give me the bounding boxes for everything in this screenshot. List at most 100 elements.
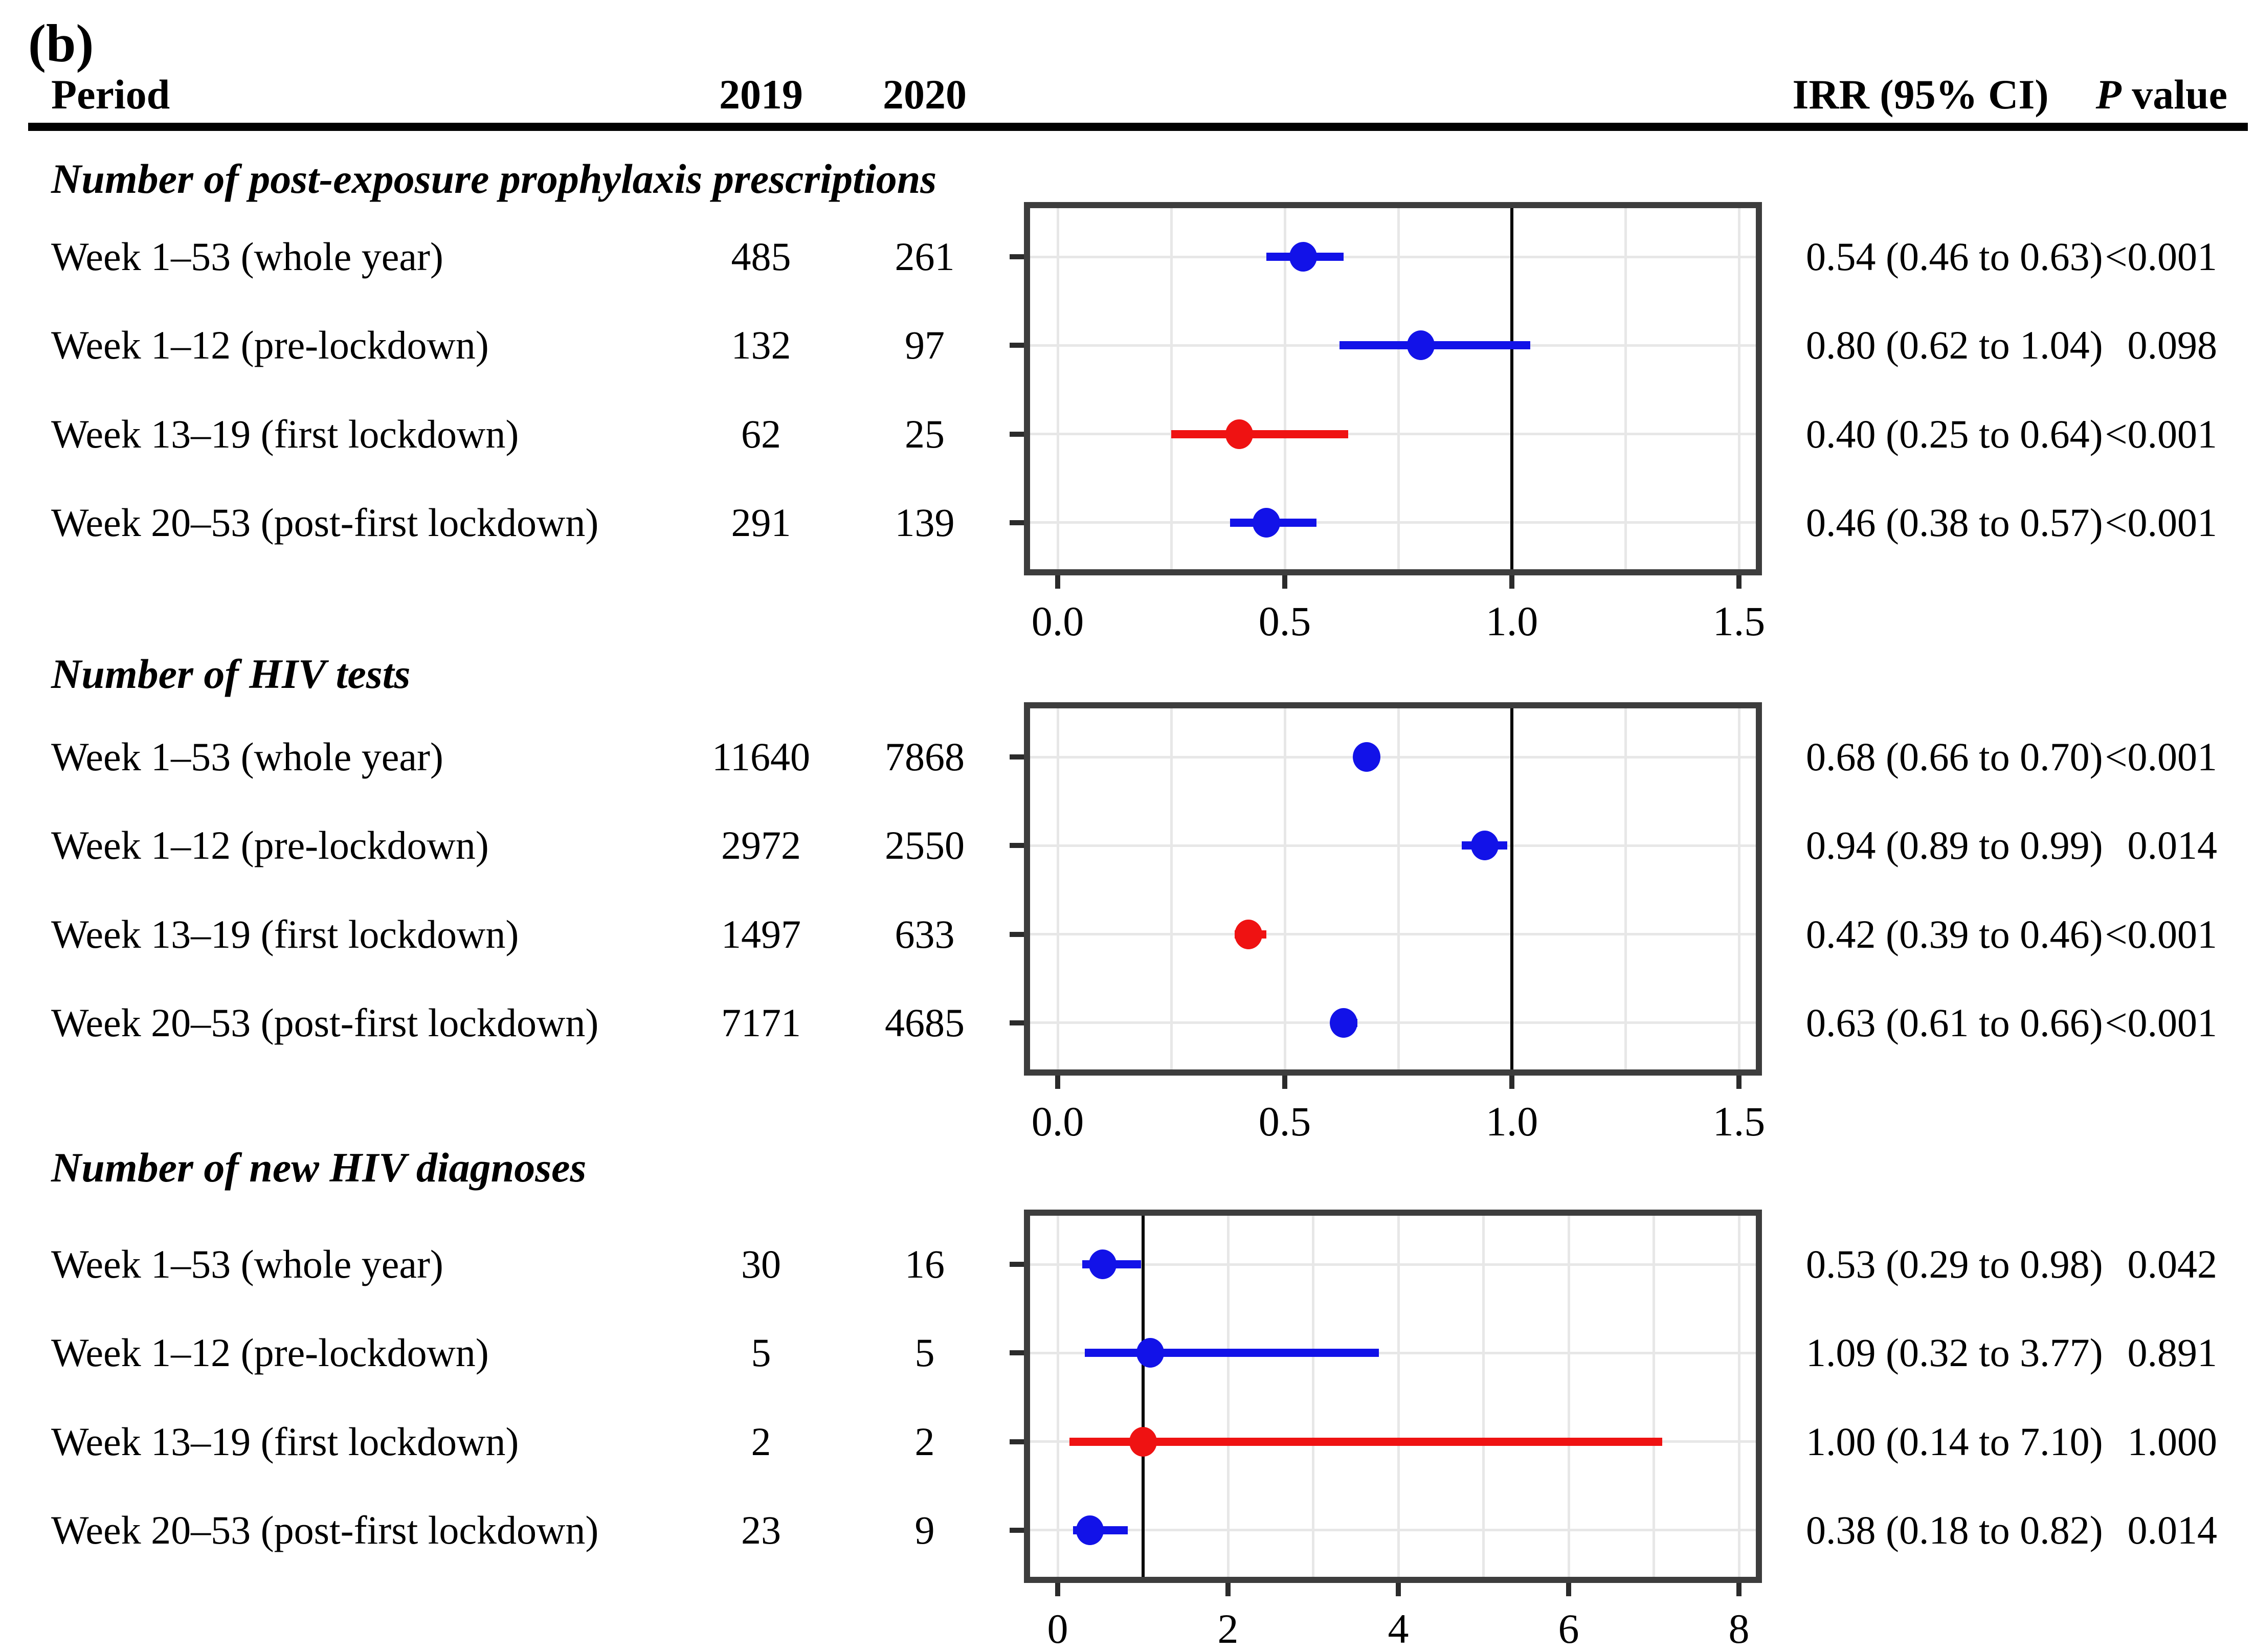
plot-border xyxy=(1024,1210,1762,1583)
row-2020-value: 4685 xyxy=(885,1000,965,1045)
row-tick xyxy=(1010,254,1024,259)
row-tick xyxy=(1010,1350,1024,1356)
h-gridline xyxy=(1030,1529,1756,1532)
v-gridline xyxy=(1056,708,1059,1069)
row-2020-value: 16 xyxy=(905,1242,945,1286)
v-gridline xyxy=(1312,1216,1314,1577)
figure-label: (b) xyxy=(28,13,94,73)
axis-tick xyxy=(1225,1583,1231,1596)
row-2020-value: 9 xyxy=(914,1507,935,1552)
v-gridline xyxy=(1397,708,1400,1069)
column-header-irr: IRR (95% CI) xyxy=(1792,71,2049,118)
row-tick xyxy=(1010,520,1024,525)
row-tick xyxy=(1010,343,1024,348)
column-header-pvalue: P value xyxy=(2048,66,2227,123)
axis-tick xyxy=(1282,1076,1287,1089)
axis-tick-label: 0.5 xyxy=(1258,598,1311,644)
v-gridline xyxy=(1482,1216,1485,1577)
row-period-label: Week 20–53 (post-first lockdown) xyxy=(51,500,599,545)
axis-tick xyxy=(1396,1583,1401,1596)
row-pvalue: <0.001 xyxy=(2105,1000,2218,1045)
row-period-label: Week 1–53 (whole year) xyxy=(51,1242,443,1286)
point-estimate xyxy=(1470,831,1499,861)
row-pvalue: 1.000 xyxy=(2127,1419,2218,1464)
row-period-label: Week 13–19 (first lockdown) xyxy=(51,1419,519,1464)
h-gridline xyxy=(1030,1351,1756,1354)
row-2020-value: 7868 xyxy=(885,734,965,779)
axis-tick xyxy=(1509,575,1514,589)
row-2020-value: 261 xyxy=(895,234,955,279)
point-estimate xyxy=(1076,1515,1104,1545)
row-irr-value: 0.53 (0.29 to 0.98) xyxy=(1806,1242,2103,1286)
axis-tick xyxy=(1055,1076,1060,1089)
row-period-label: Week 1–12 (pre-lockdown) xyxy=(51,1330,489,1375)
row-tick xyxy=(1010,1527,1024,1533)
row-2020-value: 25 xyxy=(905,411,945,456)
h-gridline xyxy=(1030,521,1756,524)
axis-tick xyxy=(1736,1583,1742,1596)
row-period-label: Week 20–53 (post-first lockdown) xyxy=(51,1000,599,1045)
v-gridline xyxy=(1653,1216,1655,1577)
ci-bar xyxy=(1339,341,1530,350)
row-period-label: Week 13–19 (first lockdown) xyxy=(51,911,519,956)
v-gridline xyxy=(1397,208,1400,569)
row-2019-value: 62 xyxy=(741,411,781,456)
row-tick xyxy=(1010,1262,1024,1267)
row-tick xyxy=(1010,1439,1024,1444)
v-gridline xyxy=(1170,708,1173,1069)
row-2019-value: 11640 xyxy=(711,734,811,779)
h-gridline xyxy=(1030,1263,1756,1266)
row-irr-value: 0.54 (0.46 to 0.63) xyxy=(1806,234,2103,279)
axis-tick-label: 1.0 xyxy=(1485,1098,1538,1145)
axis-tick-label: 0 xyxy=(1047,1605,1068,1652)
section-title: Number of HIV tests xyxy=(51,651,411,697)
reference-line xyxy=(1510,708,1513,1069)
row-irr-value: 1.09 (0.32 to 3.77) xyxy=(1806,1330,2103,1375)
row-pvalue: <0.001 xyxy=(2105,734,2218,779)
row-tick xyxy=(1010,431,1024,437)
v-gridline xyxy=(1567,1216,1570,1577)
axis-tick-label: 4 xyxy=(1388,1605,1409,1652)
row-2019-value: 2972 xyxy=(721,823,801,868)
row-2019-value: 2 xyxy=(751,1419,771,1464)
axis-tick-label: 1.5 xyxy=(1712,1098,1766,1145)
v-gridline xyxy=(1624,708,1627,1069)
row-irr-value: 0.80 (0.62 to 1.04) xyxy=(1806,323,2103,368)
point-estimate xyxy=(1089,1249,1117,1279)
axis-tick-label: 2 xyxy=(1217,1605,1239,1652)
row-pvalue: <0.001 xyxy=(2105,911,2218,956)
h-gridline xyxy=(1030,1021,1756,1024)
column-header-period: Period xyxy=(51,71,170,118)
row-2019-value: 1497 xyxy=(721,911,801,956)
row-2019-value: 132 xyxy=(731,323,791,368)
row-period-label: Week 13–19 (first lockdown) xyxy=(51,411,519,456)
row-irr-value: 0.94 (0.89 to 0.99) xyxy=(1806,823,2103,868)
v-gridline xyxy=(1737,1216,1740,1577)
row-period-label: Week 1–12 (pre-lockdown) xyxy=(51,323,489,368)
row-tick xyxy=(1010,931,1024,937)
point-estimate xyxy=(1352,742,1380,772)
point-estimate xyxy=(1225,419,1254,449)
row-pvalue: 0.042 xyxy=(2127,1242,2218,1286)
row-pvalue: 0.098 xyxy=(2127,323,2218,368)
row-tick xyxy=(1010,754,1024,760)
row-2020-value: 2550 xyxy=(885,823,965,868)
v-gridline xyxy=(1624,208,1627,569)
point-estimate xyxy=(1253,507,1281,538)
point-estimate xyxy=(1129,1426,1157,1457)
row-tick xyxy=(1010,1020,1024,1025)
pvalue-header-rest: value xyxy=(2121,71,2227,118)
row-irr-value: 1.00 (0.14 to 7.10) xyxy=(1806,1419,2103,1464)
row-tick xyxy=(1010,843,1024,849)
row-pvalue: 0.891 xyxy=(2127,1330,2218,1375)
h-gridline xyxy=(1030,755,1756,758)
row-2019-value: 5 xyxy=(751,1330,771,1375)
axis-tick-label: 6 xyxy=(1558,1605,1579,1652)
h-gridline xyxy=(1030,844,1756,847)
row-irr-value: 0.40 (0.25 to 0.64) xyxy=(1806,411,2103,456)
row-2019-value: 30 xyxy=(741,1242,781,1286)
header-rule xyxy=(28,123,2248,131)
v-gridline xyxy=(1397,1216,1400,1577)
row-2020-value: 97 xyxy=(905,323,945,368)
